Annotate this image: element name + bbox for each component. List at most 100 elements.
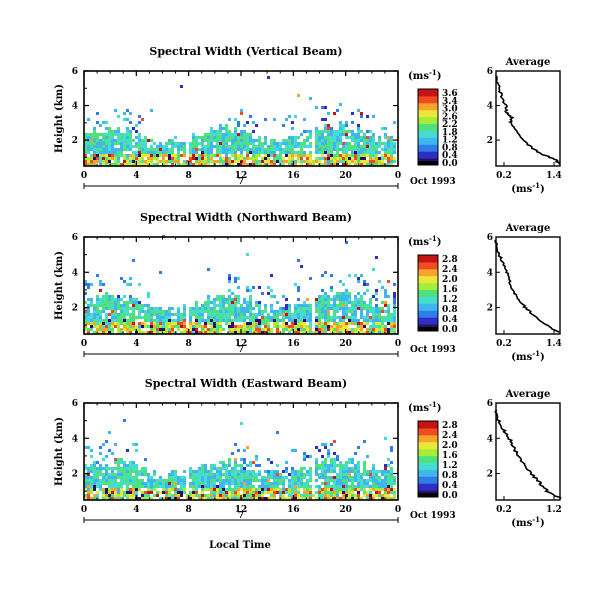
heatmap-cell <box>243 479 246 482</box>
heatmap-cell <box>99 482 102 485</box>
heatmap-cell <box>330 289 333 292</box>
heatmap-cell <box>261 310 264 313</box>
heatmap-cell <box>111 485 114 488</box>
heatmap-cell <box>96 319 99 322</box>
heatmap-cell <box>222 464 225 467</box>
heatmap-cell <box>84 145 87 148</box>
heatmap-cell <box>210 331 213 334</box>
heatmap-cell <box>306 491 309 494</box>
heatmap-cell <box>321 482 324 485</box>
heatmap-cell <box>357 142 360 145</box>
heatmap-cell <box>258 497 261 500</box>
x-tick-label: 0 <box>395 171 401 181</box>
heatmap-cell <box>393 295 396 298</box>
heatmap-cell <box>315 479 318 482</box>
heatmap-cell <box>339 136 342 139</box>
heatmap-cell <box>135 151 138 154</box>
heatmap-cell <box>219 322 222 325</box>
heatmap-cell <box>372 145 375 148</box>
heatmap-cell <box>372 136 375 139</box>
heatmap-cell <box>309 97 312 100</box>
heatmap-cell <box>228 160 231 163</box>
heatmap-cell <box>342 485 345 488</box>
heatmap-cell <box>147 316 150 319</box>
heatmap-cell <box>300 322 303 325</box>
heatmap-cell <box>264 482 267 485</box>
heatmap-cell <box>345 160 348 163</box>
heatmap-cell <box>369 142 372 145</box>
heatmap-cell <box>333 136 336 139</box>
heatmap-cell <box>309 304 312 307</box>
heatmap-cell <box>366 473 369 476</box>
colorbar-swatch <box>418 421 438 429</box>
heatmap-cell <box>90 157 93 160</box>
heatmap-cell <box>246 325 249 328</box>
heatmap-cell <box>120 298 123 301</box>
heatmap-cell <box>297 328 300 331</box>
heatmap-cell <box>132 443 135 446</box>
heatmap-cell <box>105 304 108 307</box>
heatmap-cell <box>132 464 135 467</box>
heatmap-cell <box>198 494 201 497</box>
heatmap-cell <box>240 307 243 310</box>
heatmap-cell <box>330 476 333 479</box>
heatmap-cell <box>351 157 354 160</box>
heatmap-cell <box>90 316 93 319</box>
heatmap-cell <box>258 307 261 310</box>
heatmap-cell <box>252 461 255 464</box>
heatmap-cell <box>240 133 243 136</box>
heatmap-cell <box>117 491 120 494</box>
heatmap-cell <box>246 476 249 479</box>
heatmap-cell <box>162 331 165 334</box>
heatmap-cell <box>159 491 162 494</box>
heatmap-cell <box>273 151 276 154</box>
heatmap-cell <box>378 328 381 331</box>
heatmap-cell <box>372 488 375 491</box>
heatmap-cell <box>267 331 270 334</box>
heatmap-cell <box>324 148 327 151</box>
heatmap-cell <box>276 313 279 316</box>
heatmap-cell <box>105 316 108 319</box>
heatmap-cell <box>135 488 138 491</box>
colorbar-tick-label: 0.0 <box>442 159 458 169</box>
heatmap-cell <box>324 482 327 485</box>
heatmap-cell <box>264 304 267 307</box>
heatmap-cell <box>210 154 213 157</box>
heatmap-cell <box>315 467 318 470</box>
heatmap-cell <box>240 148 243 151</box>
colorbar-tick-label: 2.0 <box>442 441 458 451</box>
heatmap-cell <box>285 461 288 464</box>
heatmap-cell <box>198 142 201 145</box>
heatmap-cell <box>321 470 324 473</box>
heatmap-cell <box>357 160 360 163</box>
heatmap-cell <box>330 316 333 319</box>
heatmap-cell <box>318 322 321 325</box>
heatmap-cell <box>375 292 378 295</box>
heatmap-cell <box>231 145 234 148</box>
heatmap-cell <box>258 286 261 289</box>
heatmap-cell <box>351 470 354 473</box>
heatmap-cell <box>387 280 390 283</box>
unit-label: (ms-1) <box>408 68 441 82</box>
heatmap-cell <box>342 307 345 310</box>
heatmap-cell <box>321 301 324 304</box>
heatmap-cell <box>360 295 363 298</box>
heatmap-cell <box>306 331 309 334</box>
heatmap-cell <box>378 319 381 322</box>
heatmap-cell <box>321 142 324 145</box>
heatmap-cell <box>144 485 147 488</box>
heatmap-cell <box>252 130 255 133</box>
heatmap-cell <box>321 467 324 470</box>
colorbar-swatch <box>418 448 438 457</box>
heatmap-cell <box>255 139 258 142</box>
colorbar-tick-label: 2.6 <box>442 112 458 122</box>
unit-label: (ms-1) <box>408 234 441 248</box>
heatmap-cell <box>222 313 225 316</box>
heatmap-cell <box>144 304 147 307</box>
heatmap-cell <box>315 316 318 319</box>
heatmap-cell <box>129 307 132 310</box>
heatmap-cell <box>261 497 264 500</box>
heatmap-cell <box>363 160 366 163</box>
heatmap-cell <box>342 151 345 154</box>
panel-eastward: Spectral Width (Eastward Beam)0 4 8 12 16 20 0… <box>54 377 562 529</box>
